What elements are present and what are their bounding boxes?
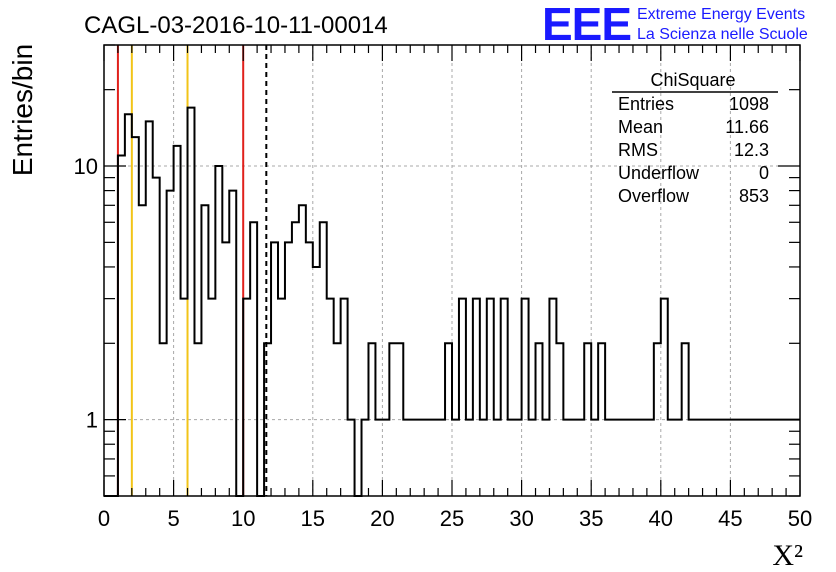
stats-row-label: RMS <box>618 140 658 160</box>
x-tick-label: 5 <box>167 506 179 531</box>
logo-line-1: Extreme Energy Events <box>637 6 805 23</box>
stats-row-label: Entries <box>618 94 674 114</box>
x-tick-label: 45 <box>718 506 742 531</box>
axes <box>103 44 801 497</box>
x-tick-label: 10 <box>231 506 255 531</box>
logo-line-2: La Scienza nelle Scuole <box>637 26 808 43</box>
x-tick-label: 50 <box>788 506 812 531</box>
stats-row-label: Underflow <box>618 163 700 183</box>
stats-row-label: Overflow <box>618 186 690 206</box>
y-tick-label: 10 <box>74 154 98 179</box>
y-tick-label: 1 <box>86 408 98 433</box>
stats-row-value: 1098 <box>729 94 769 114</box>
stats-row-value: 0 <box>759 163 769 183</box>
x-axis-label: X² <box>772 539 803 572</box>
chart-title: CAGL-03-2016-10-11-00014 <box>84 12 388 39</box>
tick-labels: 0 5 10 15 20 25 30 35 40 45 50 1 10 <box>74 154 813 531</box>
x-tick-label: 30 <box>509 506 533 531</box>
stats-row-value: 12.3 <box>734 140 769 160</box>
logo-mark: EEE <box>542 0 631 50</box>
x-tick-label: 40 <box>649 506 673 531</box>
x-tick-label: 0 <box>98 506 110 531</box>
histogram-series <box>104 106 800 497</box>
stats-row-value: 853 <box>739 186 769 206</box>
x-tick-label: 25 <box>440 506 464 531</box>
stats-title: ChiSquare <box>650 70 735 90</box>
x-tick-label: 20 <box>370 506 394 531</box>
stats-row-label: Mean <box>618 117 663 137</box>
stats-box: ChiSquare Entries 1098 Mean 11.66 RMS 12.3 Und… <box>612 70 778 206</box>
y-axis-label: Entries/bin <box>7 44 38 176</box>
eee-logo: EEE Extreme Energy Events La Scienza nel… <box>542 0 808 50</box>
stats-row-value: 11.66 <box>725 117 769 137</box>
x-tick-label: 15 <box>301 506 325 531</box>
x-tick-label: 35 <box>579 506 603 531</box>
